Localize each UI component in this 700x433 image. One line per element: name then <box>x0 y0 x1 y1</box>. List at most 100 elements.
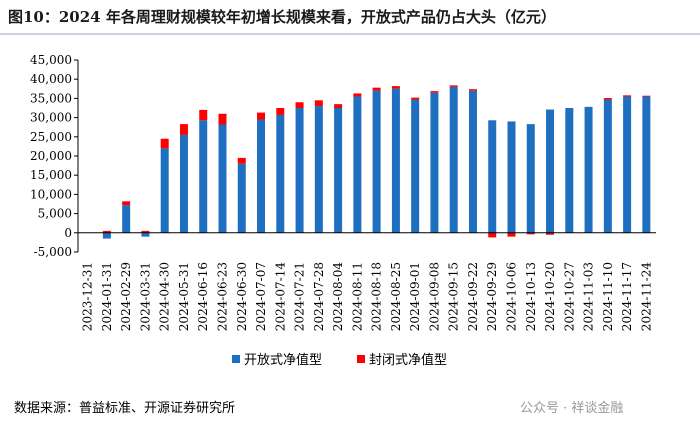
x-tick-label: 2024-09-08 <box>427 262 441 331</box>
x-tick-label: 2024-04-30 <box>158 262 172 331</box>
x-tick-label: 2024-07-14 <box>273 262 287 332</box>
bar-segment <box>488 120 497 233</box>
bar-segment <box>237 157 246 164</box>
bar-segment <box>372 90 381 233</box>
x-tick-label: 2024-08-18 <box>370 262 384 331</box>
x-tick-label: 2024-08-11 <box>350 262 364 331</box>
bar-segment <box>623 95 632 97</box>
bar-segment <box>411 99 420 233</box>
bar-segment <box>295 108 304 233</box>
x-tick-label: 2024-11-03 <box>582 262 596 331</box>
x-tick-label: 2024-10-20 <box>543 262 557 331</box>
x-tick-label: 2024-08-04 <box>331 262 345 332</box>
x-tick-label: 2024-06-16 <box>196 262 210 331</box>
bar-segment <box>102 230 111 233</box>
bar-segment <box>603 98 612 100</box>
bar-segment <box>623 96 632 233</box>
bar-segment <box>526 124 535 233</box>
x-tick-label: 2024-01-31 <box>100 262 114 331</box>
x-tick-label: 2024-06-30 <box>235 262 249 331</box>
bar-segment <box>430 91 439 93</box>
bar-segment <box>199 109 208 121</box>
x-tick-label: 2024-02-29 <box>119 262 133 331</box>
y-tick-label: 30,000 <box>30 111 72 125</box>
bar-segment <box>411 97 420 100</box>
y-tick-label: 5,000 <box>38 207 72 221</box>
x-tick-label: 2024-06-23 <box>216 262 230 331</box>
bar-segment <box>584 106 593 233</box>
bar-segment <box>642 95 651 97</box>
bar-segment <box>199 120 208 233</box>
y-tick-label: 20,000 <box>30 149 72 163</box>
legend-swatch <box>357 355 365 363</box>
bar-segment <box>334 104 343 108</box>
bar-segment <box>160 148 169 233</box>
bar-segment <box>257 119 266 233</box>
bar-segment <box>565 108 574 233</box>
watermark: 公众号 · 祥谈金融 <box>520 400 623 416</box>
bar-segment <box>122 205 131 233</box>
bar-segment <box>526 232 535 235</box>
bar-segment <box>102 232 111 239</box>
x-tick-label: 2024-09-22 <box>466 262 480 331</box>
x-tick-label: 2024-10-27 <box>562 262 576 331</box>
x-tick-label: 2024-09-15 <box>447 262 461 331</box>
bar-segment <box>546 232 555 235</box>
bar-segment <box>642 96 651 233</box>
source-note: 数据来源：普益标准、开源证券研究所 <box>14 400 235 416</box>
bar-segment <box>353 93 362 97</box>
bar-segment <box>218 113 227 125</box>
x-tick-label: 2023-12-31 <box>81 262 95 331</box>
x-tick-label: 2024-11-24 <box>639 262 653 332</box>
bar-segment <box>546 109 555 233</box>
bar-segment <box>122 201 131 206</box>
bar-segment <box>391 86 400 89</box>
y-tick-label: 0 <box>64 226 72 240</box>
x-tick-label: 2024-07-07 <box>254 262 268 331</box>
y-tick-label: 35,000 <box>30 91 72 105</box>
bar-segment <box>449 86 458 233</box>
x-tick-label: 2024-11-10 <box>601 262 615 331</box>
bar-segment <box>430 92 439 233</box>
x-tick-label: 2024-07-21 <box>293 262 307 331</box>
bar-segment <box>372 87 381 91</box>
y-tick-label: 45,000 <box>30 53 72 67</box>
chart-title: 图10：2024 年各周理财规模较年初增长规模来看，开放式产品仍占大头（亿元） <box>8 8 556 26</box>
bar-segment <box>391 88 400 233</box>
bar-segment <box>295 102 304 108</box>
x-tick-label: 2024-08-25 <box>389 262 403 331</box>
bar-segment <box>141 232 150 237</box>
bar-segment <box>179 134 188 233</box>
x-tick-label: 2024-11-17 <box>620 262 634 331</box>
x-tick-label: 2024-03-31 <box>138 262 152 331</box>
bar-segment <box>449 85 458 87</box>
y-tick-label: 15,000 <box>30 168 72 182</box>
bar-segment <box>257 112 266 120</box>
bar-segment <box>507 232 516 237</box>
x-tick-label: 2024-10-13 <box>524 262 538 331</box>
y-tick-label: 40,000 <box>30 72 72 86</box>
bar-segment <box>468 90 477 233</box>
x-tick-label: 2024-09-01 <box>408 262 422 331</box>
x-tick-label: 2024-07-28 <box>312 262 326 331</box>
bar-segment <box>488 232 497 238</box>
bar-segment <box>314 100 323 107</box>
y-tick-label: -5,000 <box>34 245 72 259</box>
legend-swatch <box>232 355 240 363</box>
bar-segment <box>276 114 285 233</box>
bar-segment <box>507 121 516 233</box>
legend-label: 封闭式净值型 <box>369 352 447 368</box>
bar-segment <box>141 230 150 233</box>
x-tick-label: 2024-05-31 <box>177 262 191 331</box>
bar-segment <box>179 124 188 135</box>
bar-segment <box>237 163 246 233</box>
bar-segment <box>218 124 227 233</box>
bar-segment <box>276 108 285 115</box>
x-tick-label: 2024-10-06 <box>505 262 519 331</box>
x-tick-label: 2024-09-29 <box>485 262 499 331</box>
bar-segment <box>160 138 169 149</box>
bar-segment <box>334 108 343 233</box>
bar-segment <box>468 89 477 91</box>
bar-segment <box>314 106 323 233</box>
